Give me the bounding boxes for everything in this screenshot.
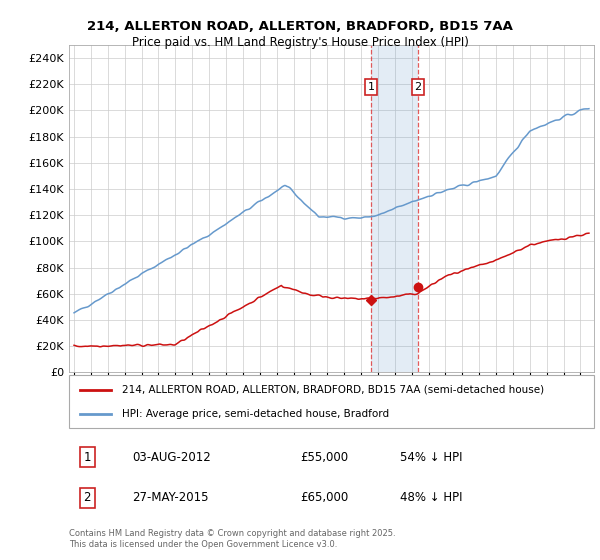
FancyBboxPatch shape — [69, 375, 594, 428]
Text: Price paid vs. HM Land Registry's House Price Index (HPI): Price paid vs. HM Land Registry's House … — [131, 36, 469, 49]
Text: 2: 2 — [83, 491, 91, 504]
Text: 48% ↓ HPI: 48% ↓ HPI — [400, 491, 462, 504]
Text: £65,000: £65,000 — [300, 491, 348, 504]
Text: Contains HM Land Registry data © Crown copyright and database right 2025.
This d: Contains HM Land Registry data © Crown c… — [69, 529, 395, 549]
Text: 27-MAY-2015: 27-MAY-2015 — [132, 491, 209, 504]
Text: 214, ALLERTON ROAD, ALLERTON, BRADFORD, BD15 7AA: 214, ALLERTON ROAD, ALLERTON, BRADFORD, … — [87, 20, 513, 32]
Text: HPI: Average price, semi-detached house, Bradford: HPI: Average price, semi-detached house,… — [121, 408, 389, 418]
Text: 54% ↓ HPI: 54% ↓ HPI — [400, 451, 462, 464]
Text: 1: 1 — [83, 451, 91, 464]
Text: 1: 1 — [367, 82, 374, 92]
Bar — [371, 45, 418, 372]
Text: 214, ALLERTON ROAD, ALLERTON, BRADFORD, BD15 7AA (semi-detached house): 214, ALLERTON ROAD, ALLERTON, BRADFORD, … — [121, 385, 544, 395]
Text: 03-AUG-2012: 03-AUG-2012 — [132, 451, 211, 464]
Text: 2: 2 — [415, 82, 422, 92]
Text: £55,000: £55,000 — [300, 451, 348, 464]
